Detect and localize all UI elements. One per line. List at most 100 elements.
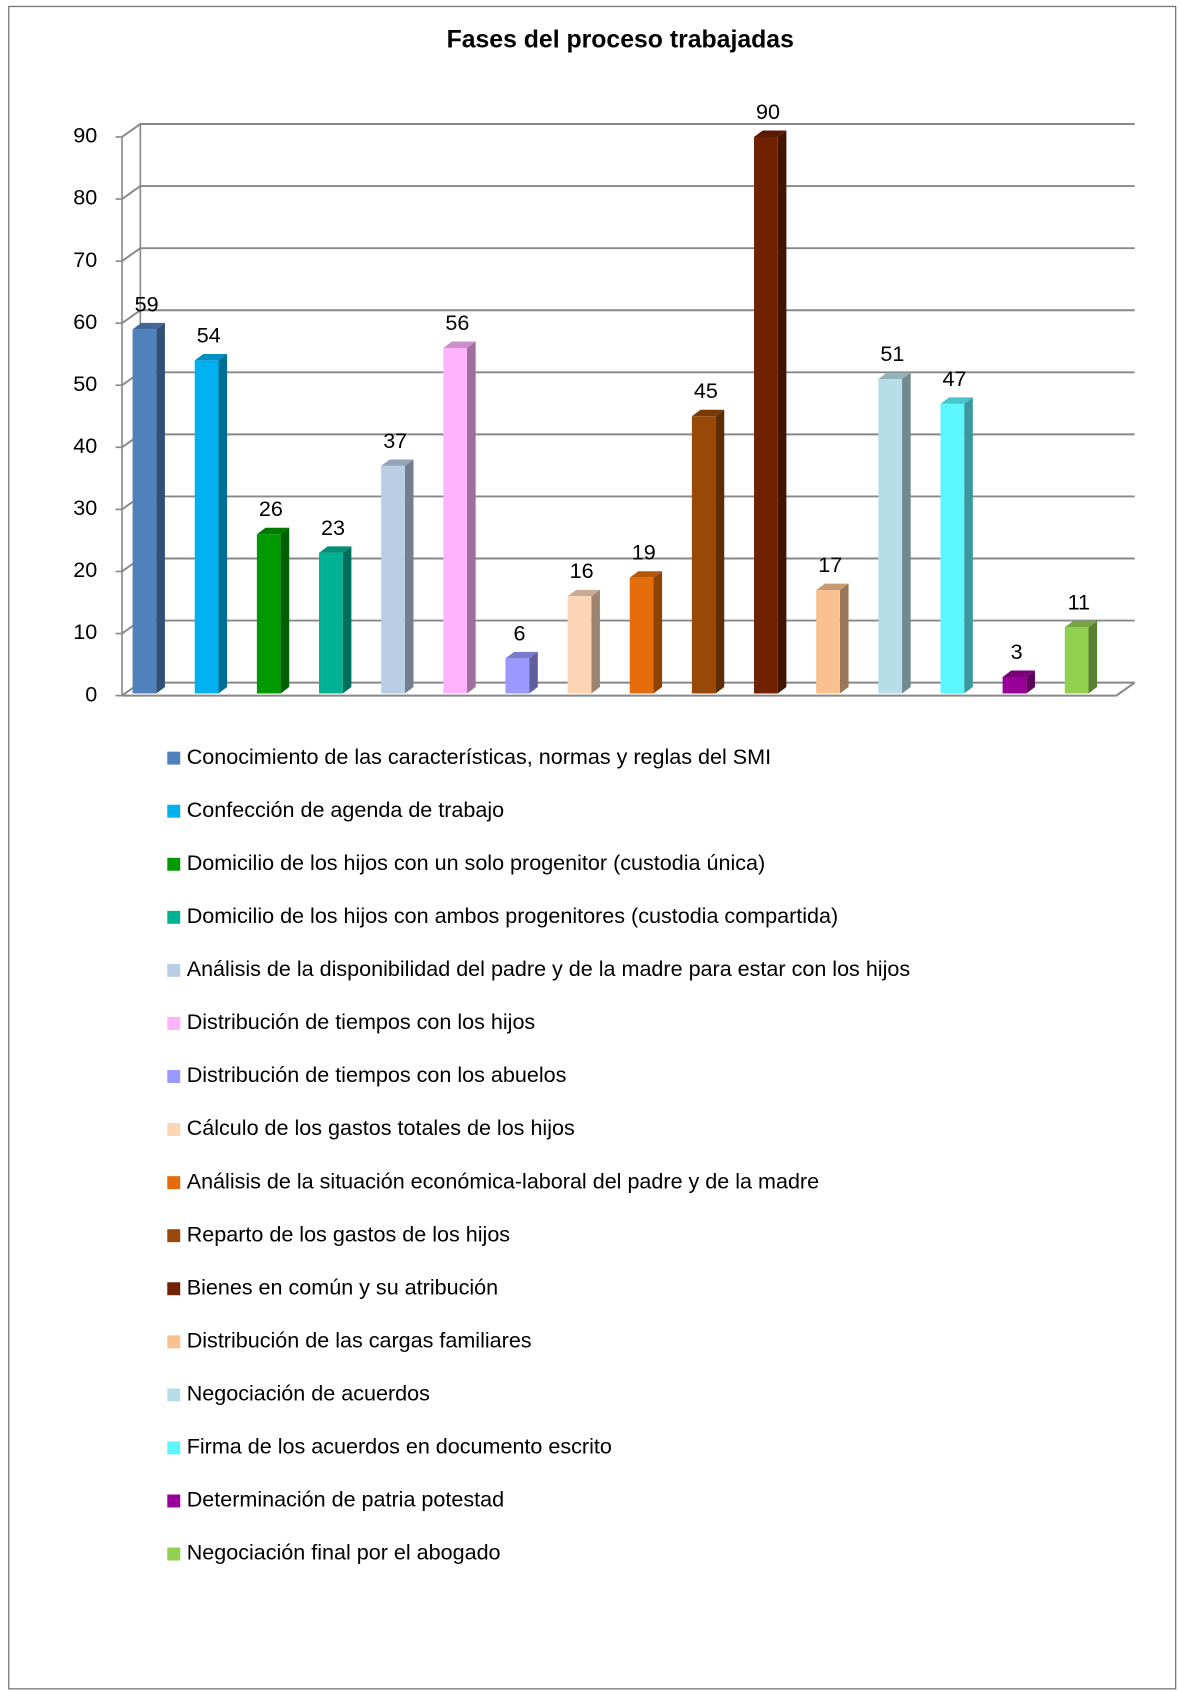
data-label: 26: [259, 496, 283, 521]
bar-side: [1088, 620, 1098, 694]
legend-swatch: [167, 1123, 181, 1137]
bar-side: [467, 341, 476, 694]
bar: [1002, 670, 1035, 694]
bar-top: [505, 651, 538, 659]
bar: [443, 341, 476, 694]
bar-side: [839, 583, 849, 694]
grid-line: [121, 185, 1135, 200]
bar-side: [280, 527, 290, 694]
bar-front: [256, 534, 281, 694]
legend-swatch: [167, 1335, 181, 1349]
legend-label: Distribución de tiempos con los hijos: [187, 1009, 536, 1034]
legend-label: Distribución de las cargas familiares: [187, 1327, 532, 1352]
data-label: 6: [513, 620, 525, 645]
bar-front: [1064, 627, 1089, 694]
bar-top: [319, 546, 352, 553]
legend-label: Determinación de patria potestad: [187, 1487, 504, 1512]
bar-side: [218, 353, 228, 694]
legend-swatch: [167, 1494, 181, 1508]
legend-swatch: [167, 857, 181, 871]
bar: [505, 651, 538, 694]
legend-swatch: [167, 804, 181, 818]
bar-top: [1002, 670, 1035, 677]
bar-side: [342, 546, 352, 694]
bar-side: [1026, 670, 1035, 694]
bar: [940, 397, 973, 694]
data-label: 54: [197, 322, 221, 347]
y-tick-label: 20: [73, 557, 97, 582]
data-label: 3: [1011, 639, 1023, 664]
bar-front: [1002, 676, 1027, 694]
bar-side: [156, 322, 165, 694]
legend-label: Negociación de acuerdos: [187, 1381, 430, 1406]
bar-front: [132, 329, 157, 694]
bar-side: [902, 372, 911, 694]
bar-side: [653, 571, 663, 694]
legend-label: Análisis de la situación económica-labor…: [187, 1168, 819, 1193]
bar: [567, 589, 600, 694]
legend-label: Distribución de tiempos con los abuelos: [187, 1062, 567, 1087]
legend: Conocimiento de las características, nor…: [167, 744, 910, 1565]
plot-area: 0 10 20 30 40 50 60 70 80 90 59 54 26 23 37 56 6 16 19 45 90…: [73, 99, 1136, 706]
bar-top: [381, 459, 414, 466]
data-label: 23: [321, 515, 345, 540]
bar-side: [777, 130, 787, 694]
bar-front: [319, 552, 343, 694]
data-label: 11: [1068, 589, 1090, 614]
bar-top: [691, 409, 725, 417]
bar: [1064, 620, 1098, 694]
bar-front: [629, 577, 654, 694]
bar-top: [256, 527, 290, 535]
y-tick-label: 30: [73, 495, 97, 520]
bar-top: [940, 397, 973, 404]
bar-side: [964, 397, 973, 694]
y-tick-label: 70: [73, 247, 97, 272]
bar: [816, 583, 849, 694]
bar-top: [194, 353, 228, 361]
bar: [256, 527, 290, 694]
bar-top: [754, 130, 787, 137]
legend-swatch: [167, 1070, 181, 1083]
bar-front: [816, 590, 840, 694]
bar-top: [443, 341, 476, 349]
legend-swatch: [167, 1547, 181, 1561]
bar-top: [132, 322, 165, 330]
bar: [754, 130, 787, 694]
grid-line: [121, 309, 1135, 324]
data-label: 56: [445, 310, 469, 335]
bar: [319, 546, 352, 694]
bar: [381, 459, 414, 694]
bar-front: [505, 658, 530, 694]
bar-front: [567, 596, 592, 694]
legend-label: Bienes en común y su atribución: [187, 1274, 498, 1299]
bar: [194, 353, 228, 694]
chart-title: Fases del proceso trabajadas: [447, 27, 794, 54]
data-label: 37: [383, 428, 407, 453]
legend-label: Domicilio de los hijos con ambos progeni…: [187, 903, 839, 928]
bar-top: [816, 583, 849, 591]
y-tick-label: 10: [73, 619, 97, 644]
bar-front: [443, 348, 468, 694]
data-label: 47: [943, 366, 967, 391]
legend-swatch: [167, 751, 181, 765]
y-tick-label: 60: [73, 309, 97, 334]
legend-swatch: [167, 1388, 181, 1402]
legend-swatch: [167, 963, 181, 977]
legend-label: Negociación final por el abogado: [187, 1540, 501, 1565]
legend-swatch: [167, 1441, 181, 1455]
grid-line: [121, 123, 1135, 138]
legend-label: Firma de los acuerdos en documento escri…: [187, 1434, 612, 1459]
legend-label: Domicilio de los hijos con un solo proge…: [187, 850, 765, 875]
bar: [691, 409, 725, 694]
legend-label: Conocimiento de las características, nor…: [187, 744, 771, 769]
bar-side: [715, 409, 725, 694]
bar-top: [878, 372, 911, 380]
data-label: 16: [570, 558, 594, 583]
bar-side: [404, 459, 414, 694]
bar-side: [529, 651, 538, 694]
chart-frame: [8, 5, 1177, 1690]
bar-top: [567, 589, 600, 597]
legend-label: Confección de agenda de trabajo: [187, 797, 504, 822]
